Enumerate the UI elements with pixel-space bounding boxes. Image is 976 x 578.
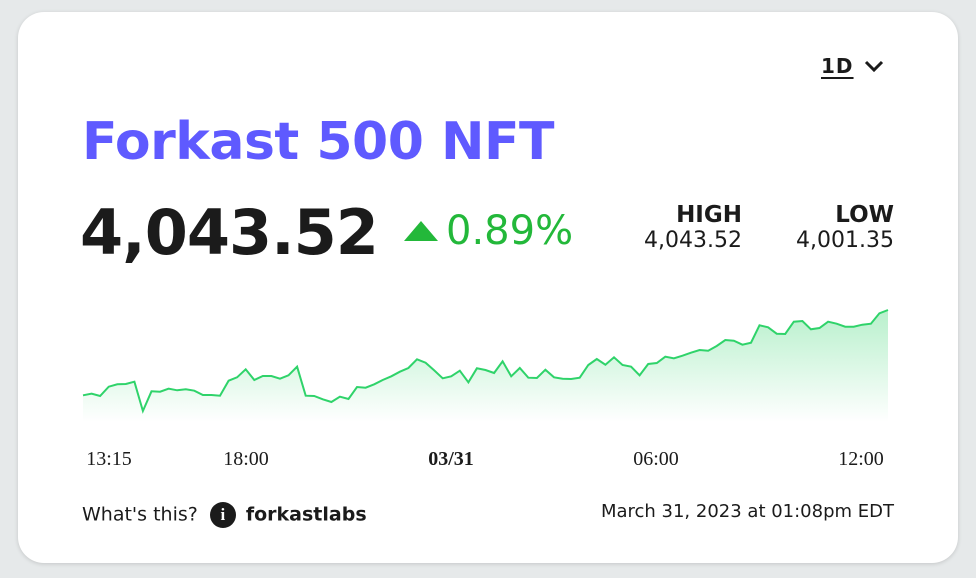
area-fill [83, 310, 888, 422]
high-stat: HIGH 4,043.52 [644, 202, 742, 253]
x-tick-label: 13:15 [86, 448, 132, 470]
price-change: 0.89% [404, 208, 573, 254]
x-tick-label: 18:00 [223, 448, 269, 470]
low-value: 4,001.35 [796, 228, 894, 253]
x-tick-label: 12:00 [838, 448, 884, 470]
range-selector[interactable]: 1D [821, 54, 884, 78]
x-tick-label: 06:00 [633, 448, 679, 470]
range-value: 1D [821, 54, 854, 78]
timestamp: March 31, 2023 at 01:08pm EDT [600, 501, 894, 522]
whats-this-link[interactable]: What's this? [82, 503, 198, 526]
low-label: LOW [835, 202, 894, 228]
footer-left: What's this? i forkastlabs [82, 502, 367, 528]
chevron-down-icon [864, 60, 883, 73]
price-chart [82, 309, 889, 422]
info-icon[interactable]: i [209, 502, 236, 528]
price-line [82, 309, 889, 414]
change-value: 0.89% [446, 208, 574, 254]
high-label: HIGH [676, 202, 742, 228]
high-value: 4,043.52 [644, 228, 742, 253]
index-title: Forkast 500 NFT [82, 112, 555, 172]
brand-logo: forkastlabs [245, 503, 367, 526]
up-arrow-icon [404, 221, 438, 241]
low-stat: LOW 4,001.35 [796, 202, 894, 253]
index-card: 1D Forkast 500 NFT 4,043.52 0.89% HIGH 4… [18, 12, 958, 563]
current-price: 4,043.52 [80, 196, 379, 269]
x-tick-label: 03/31 [428, 448, 474, 470]
